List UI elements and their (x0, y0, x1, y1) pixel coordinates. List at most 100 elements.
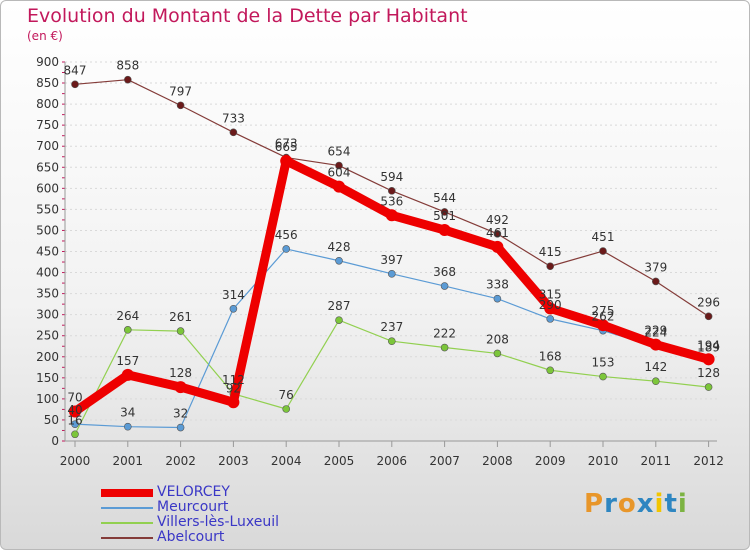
data-point (124, 422, 132, 431)
data-point (71, 420, 79, 428)
y-tick-label: 0 (51, 434, 59, 448)
data-label: 492 (486, 213, 509, 227)
data-point (69, 405, 81, 418)
y-tick-label: 900 (36, 55, 59, 69)
data-point (544, 302, 557, 315)
data-point (282, 405, 291, 413)
data-point (124, 326, 132, 334)
x-tick-label: 2010 (588, 454, 619, 468)
data-label: 665 (275, 140, 298, 154)
data-point (440, 343, 449, 352)
data-point (71, 80, 79, 89)
data-point (491, 240, 504, 253)
logo-letter: i (677, 489, 688, 519)
data-label: 275 (592, 304, 615, 318)
x-tick-label: 2003 (218, 454, 249, 468)
data-point (702, 353, 715, 366)
y-tick-label: 200 (36, 350, 59, 364)
data-point (176, 101, 185, 110)
y-tick-label: 600 (36, 181, 59, 195)
data-point (335, 161, 343, 170)
y-tick-label: 350 (36, 287, 59, 301)
data-point (229, 128, 238, 137)
data-label: 264 (116, 309, 139, 323)
data-label: 34 (120, 406, 135, 420)
x-tick-label: 2012 (693, 454, 724, 468)
data-label: 32 (173, 407, 188, 421)
y-tick-label: 150 (36, 371, 59, 385)
data-label: 92 (226, 381, 241, 395)
data-point (493, 294, 502, 303)
logo-letter: o (617, 489, 637, 519)
data-label: 222 (433, 327, 456, 341)
y-tick-label: 650 (36, 160, 59, 174)
y-tick-label: 50 (44, 413, 59, 427)
data-point (704, 312, 713, 321)
data-label: 76 (279, 388, 294, 402)
data-label: 261 (169, 310, 192, 324)
chart-unit: (en €) (27, 29, 63, 43)
x-tick-label: 2002 (165, 454, 196, 468)
x-tick-label: 2001 (113, 454, 144, 468)
legend-label: Villers-lès-Luxeuil (157, 514, 280, 530)
x-tick-label: 2009 (535, 454, 566, 468)
data-label: 157 (116, 354, 139, 368)
data-label: 290 (539, 298, 562, 312)
data-label: 128 (169, 366, 192, 380)
y-tick-label: 700 (36, 139, 59, 153)
data-label: 338 (486, 278, 509, 292)
data-point (493, 349, 502, 358)
data-label: 237 (380, 320, 403, 334)
data-label: 673 (275, 137, 298, 151)
data-label: 397 (380, 253, 403, 267)
logo-letter: i (654, 489, 665, 519)
data-label: 262 (592, 310, 615, 324)
data-point (387, 187, 396, 195)
data-point (385, 209, 398, 222)
data-point (176, 327, 185, 335)
x-tick-label: 2000 (60, 454, 91, 468)
data-label: 168 (539, 349, 562, 363)
y-tick-label: 500 (36, 223, 59, 237)
data-point (493, 230, 502, 238)
data-point (599, 247, 607, 255)
chart-title: Evolution du Montant de la Dette par Hab… (27, 5, 468, 27)
data-point (546, 366, 555, 375)
data-label: 379 (644, 260, 667, 274)
data-point (280, 154, 293, 167)
data-label: 501 (433, 209, 456, 223)
data-point (440, 282, 449, 290)
data-label: 189 (697, 340, 720, 354)
data-label: 287 (328, 299, 351, 313)
data-point (121, 368, 134, 381)
y-tick-label: 100 (36, 392, 59, 406)
data-label: 858 (116, 59, 139, 73)
data-point (387, 270, 396, 278)
data-point (649, 338, 662, 351)
data-label: 451 (592, 230, 615, 244)
data-label: 128 (697, 366, 720, 380)
data-label: 296 (697, 295, 720, 309)
data-label: 654 (328, 145, 351, 159)
data-point (71, 430, 79, 439)
y-tick-label: 550 (36, 202, 59, 216)
data-point (387, 337, 396, 345)
data-point (599, 372, 607, 381)
logo-letter: t (664, 489, 678, 519)
logo-letter: x (636, 489, 655, 519)
y-tick-label: 400 (36, 266, 59, 280)
x-tick-label: 2011 (641, 454, 672, 468)
x-tick-label: 2008 (482, 454, 513, 468)
x-tick-label: 2007 (429, 454, 460, 468)
legend-swatch (101, 522, 153, 524)
legend-swatch (101, 537, 153, 539)
legend-swatch (101, 507, 153, 509)
data-label: 461 (486, 226, 509, 240)
logo-letter: r (604, 489, 618, 519)
data-label: 40 (67, 403, 82, 417)
data-point (438, 224, 451, 237)
data-point (333, 180, 345, 193)
data-point (440, 208, 449, 216)
data-label: 594 (380, 170, 403, 184)
